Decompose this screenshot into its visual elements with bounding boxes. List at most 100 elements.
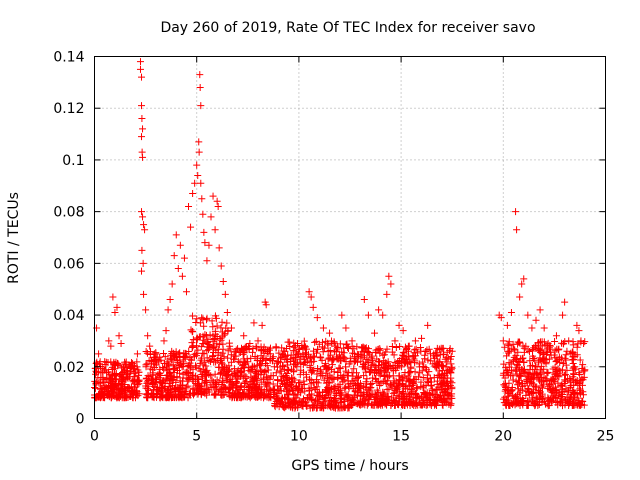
data-point <box>433 398 441 406</box>
data-point <box>334 368 342 376</box>
data-point <box>550 390 558 398</box>
data-point <box>153 393 161 401</box>
data-point <box>262 360 270 368</box>
data-point <box>213 197 221 205</box>
data-point <box>241 359 249 367</box>
data-point <box>136 58 144 66</box>
data-point <box>133 358 141 366</box>
data-point <box>510 353 518 361</box>
data-point <box>140 221 148 229</box>
data-point <box>562 351 570 359</box>
data-point <box>178 272 186 280</box>
data-point <box>505 359 513 367</box>
data-point <box>129 394 137 402</box>
data-point <box>105 337 113 345</box>
data-point <box>144 332 152 340</box>
data-point <box>533 394 541 402</box>
data-point <box>250 383 258 391</box>
data-point <box>97 374 105 382</box>
data-point <box>101 358 109 366</box>
data-point <box>197 179 205 187</box>
data-point <box>140 290 148 298</box>
data-point <box>217 369 225 377</box>
data-point <box>554 379 562 387</box>
data-point <box>291 376 299 384</box>
data-point <box>180 254 188 262</box>
data-point <box>307 395 315 403</box>
data-point <box>201 376 209 384</box>
data-point <box>330 404 338 412</box>
data-point <box>220 390 228 398</box>
data-point <box>270 363 278 371</box>
data-point <box>240 332 248 340</box>
data-point <box>189 336 197 344</box>
data-point <box>205 241 213 249</box>
data-point <box>402 399 410 407</box>
data-point <box>577 337 585 345</box>
data-point <box>526 362 534 370</box>
data-point <box>438 401 446 409</box>
data-point <box>243 355 251 363</box>
data-point <box>399 375 407 383</box>
data-point <box>439 351 447 359</box>
data-point <box>439 374 447 382</box>
data-point <box>531 342 539 349</box>
y-tick-label: 0.12 <box>53 101 84 117</box>
data-point <box>419 358 427 366</box>
data-point <box>365 395 373 403</box>
data-point <box>301 387 309 395</box>
axes: 0 5 10 15 20 25 0 0.02 0.04 0.06 0.08 0.1 0.12 0.14 <box>53 50 614 445</box>
data-point <box>439 381 447 389</box>
data-point <box>320 398 328 406</box>
data-point <box>184 382 192 390</box>
data-point <box>275 387 283 395</box>
data-point <box>424 377 432 385</box>
data-point <box>350 365 358 373</box>
data-point <box>512 364 520 372</box>
data-point <box>509 340 517 348</box>
data-point <box>424 371 432 379</box>
data-point <box>281 365 289 373</box>
data-point <box>217 385 225 393</box>
plot-frame <box>94 56 606 419</box>
data-point <box>327 351 335 359</box>
data-point <box>168 280 176 288</box>
data-point <box>544 394 552 402</box>
data-point <box>406 402 414 410</box>
data-point <box>109 293 117 301</box>
chart-title: Day 260 of 2019, Rate Of TEC Index for r… <box>160 20 535 36</box>
data-point <box>290 367 298 375</box>
data-point <box>263 393 271 401</box>
data-point <box>342 391 350 399</box>
data-point <box>353 343 361 351</box>
data-point <box>203 314 211 322</box>
data-point <box>324 339 332 347</box>
data-point <box>525 385 533 393</box>
data-point <box>354 392 362 400</box>
data-point <box>362 378 370 386</box>
data-point <box>195 138 203 146</box>
data-point <box>207 213 215 221</box>
data-point <box>380 351 388 359</box>
data-point <box>424 321 432 329</box>
data-point <box>435 383 443 391</box>
data-point <box>188 344 196 352</box>
data-point <box>328 366 336 374</box>
data-point <box>142 306 150 314</box>
data-point <box>305 384 313 392</box>
data-point <box>138 115 146 123</box>
data-point <box>174 265 182 273</box>
data-point <box>376 367 384 375</box>
data-point <box>429 391 437 399</box>
data-point <box>318 356 326 364</box>
data-point <box>380 363 388 371</box>
data-point <box>508 386 516 394</box>
data-point <box>568 356 576 364</box>
data-point <box>189 327 197 335</box>
data-point <box>504 349 512 357</box>
data-point <box>405 395 413 403</box>
data-point <box>365 348 373 356</box>
data-point <box>226 342 234 350</box>
data-point <box>242 360 250 368</box>
data-point <box>448 394 456 402</box>
